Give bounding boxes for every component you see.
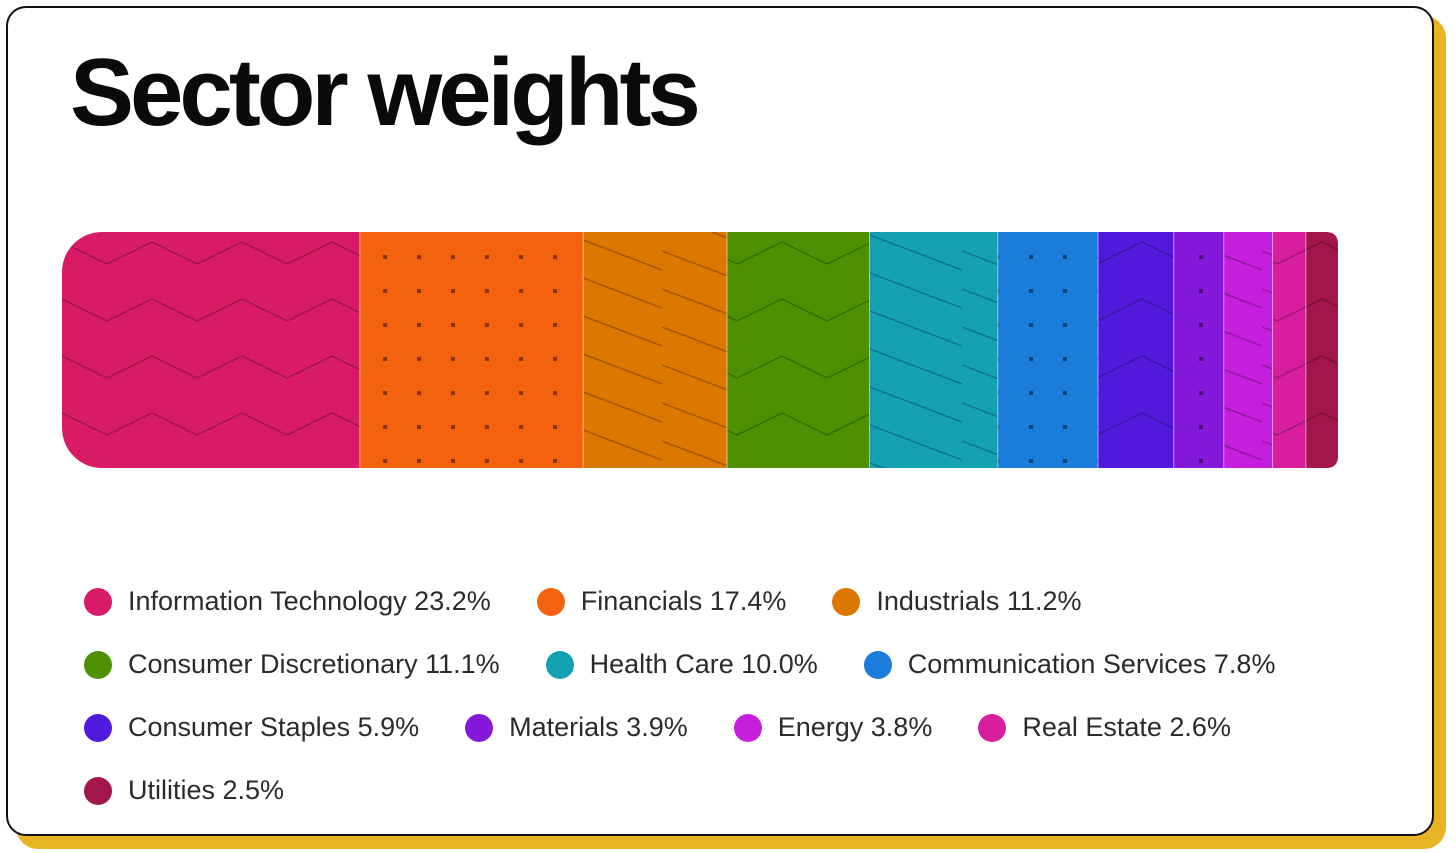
bar-segment-pattern: [359, 232, 584, 468]
legend-swatch-icon: [84, 713, 112, 742]
legend-item: Communication Services 7.8%: [863, 649, 1276, 680]
legend-label: Energy 3.8%: [777, 712, 933, 742]
legend-label: Consumer Staples 5.9%: [128, 712, 420, 742]
bar-segment-pattern: [583, 232, 728, 468]
legend-swatch-icon: [84, 776, 112, 805]
legend-label: Utilities 2.5%: [128, 775, 285, 805]
bar-segment-pattern: [62, 232, 361, 468]
bar-segment-pattern: [1305, 232, 1338, 468]
chart-title: Sector weights: [70, 39, 701, 146]
legend-item: Energy 3.8%: [733, 712, 933, 743]
legend-label: Communication Services 7.8%: [907, 649, 1276, 679]
bar-segment-materials: [1173, 232, 1225, 468]
legend-swatch-icon: [863, 650, 892, 679]
legend-swatch-icon: [536, 587, 565, 616]
legend-swatch-icon: [978, 713, 1007, 742]
bar-segment-pattern: [997, 232, 1099, 468]
legend-row: Utilities 2.5%: [84, 759, 1324, 822]
legend-label: Consumer Discretionary 11.1%: [128, 649, 500, 679]
legend-swatch-icon: [832, 587, 861, 616]
legend-swatch-icon: [84, 587, 112, 616]
legend-swatch-icon: [84, 650, 112, 679]
legend-item: Consumer Discretionary 11.1%: [84, 649, 500, 680]
legend-item: Financials 17.4%: [536, 586, 787, 617]
legend-label: Information Technology 23.2%: [128, 586, 491, 616]
legend-label: Health Care 10.0%: [589, 649, 818, 679]
legend-row: Consumer Discretionary 11.1% Health Care …: [84, 633, 1324, 696]
legend-item: Consumer Staples 5.9%: [84, 712, 419, 743]
bar-segments: [62, 232, 1338, 468]
chart-legend: Information Technology 23.2% Financials 1…: [84, 570, 1324, 822]
legend-swatch-icon: [465, 713, 494, 742]
legend-item: Utilities 2.5%: [84, 775, 284, 806]
bar-segment-pattern: [726, 232, 870, 468]
legend-label: Materials 3.9%: [509, 712, 688, 742]
legend-swatch-icon: [733, 713, 762, 742]
legend-row: Information Technology 23.2% Financials 1…: [84, 570, 1324, 633]
legend-item: Industrials 11.2%: [832, 586, 1081, 617]
bar-segment-financials: [359, 232, 584, 468]
bar-segment-consumer-discretionary: [726, 232, 870, 468]
bar-segment-pattern: [1173, 232, 1225, 468]
bar-segment-real-estate: [1272, 232, 1307, 468]
bar-segment-consumer-staples: [1097, 232, 1175, 468]
bar-segment-energy: [1223, 232, 1274, 468]
bar-segment-pattern: [869, 232, 999, 468]
bar-segment-utilities: [1305, 232, 1338, 468]
bar-segment-communication-services: [997, 232, 1099, 468]
legend-label: Financials 17.4%: [580, 586, 787, 616]
bar-segment-pattern: [1097, 232, 1175, 468]
bar-segment-pattern: [1223, 232, 1274, 468]
legend-swatch-icon: [545, 650, 574, 679]
legend-item: Real Estate 2.6%: [978, 712, 1231, 743]
legend-item: Materials 3.9%: [465, 712, 688, 743]
legend-row: Consumer Staples 5.9% Materials 3.9% Energ…: [84, 696, 1324, 759]
legend-label: Industrials 11.2%: [876, 586, 1082, 616]
legend-label: Real Estate 2.6%: [1022, 712, 1231, 742]
bar-segment-information-technology: [62, 232, 361, 468]
bar-segment-pattern: [1272, 232, 1307, 468]
bar-segment-health-care: [868, 232, 999, 468]
legend-item: Health Care 10.0%: [545, 649, 818, 680]
legend-item: Information Technology 23.2%: [84, 586, 491, 617]
bar-segment-industrials: [582, 232, 728, 468]
